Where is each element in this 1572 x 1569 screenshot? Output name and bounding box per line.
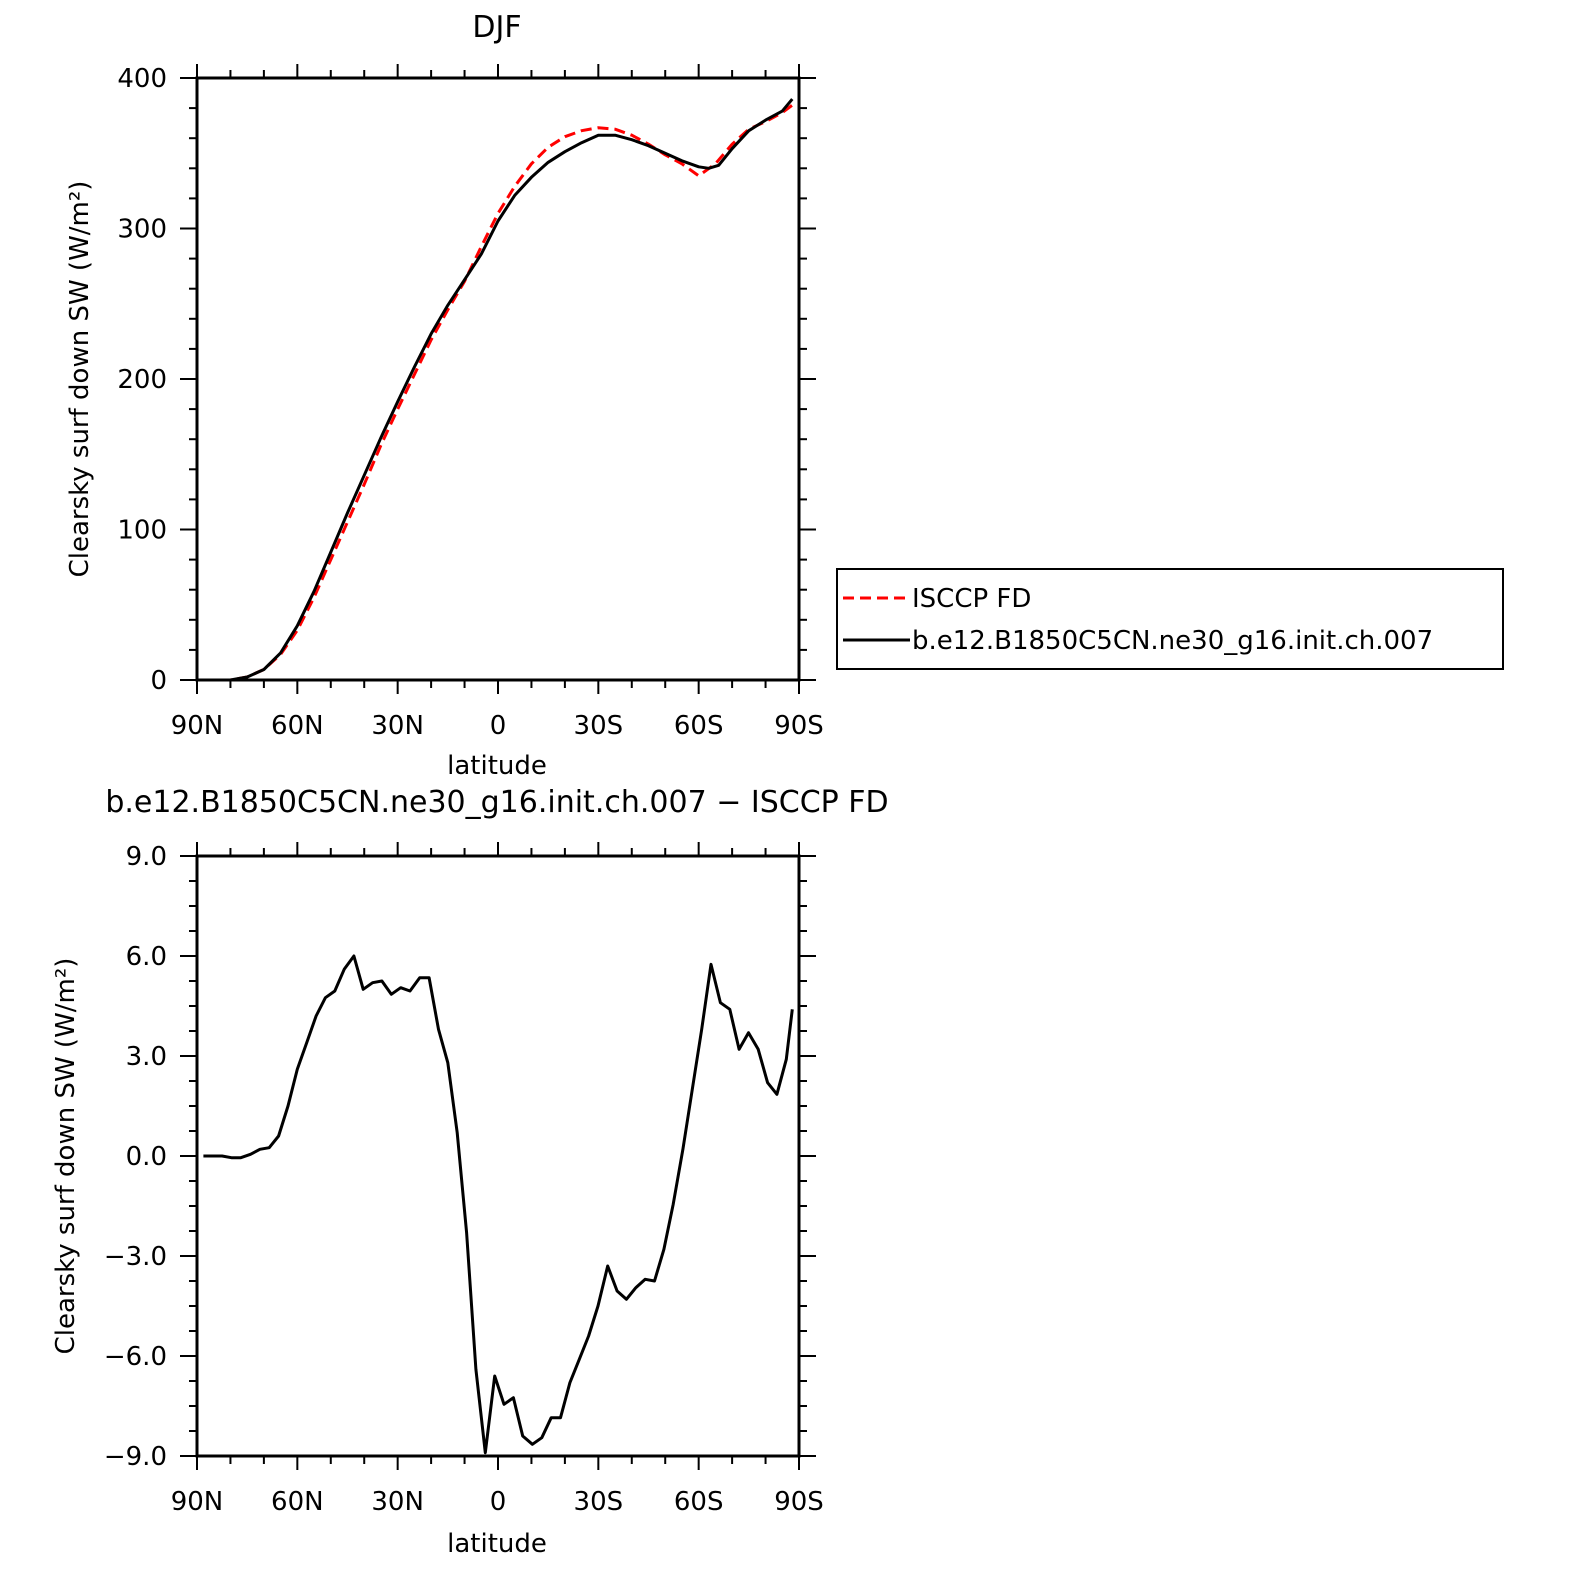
y-tick-label: 400 — [117, 64, 167, 94]
top-plot-frame — [195, 76, 801, 682]
bottom-x-axis-label: latitude — [447, 1529, 547, 1559]
legend-label-isccp: ISCCP FD — [912, 584, 1031, 614]
bottom-y-axis-label: Clearsky surf down SW (W/m²) — [51, 958, 81, 1355]
x-tick-label: 60N — [271, 1487, 324, 1517]
x-tick-label: 0 — [490, 1487, 507, 1517]
top-series — [203, 98, 794, 682]
legend: ISCCP FD b.e12.B1850C5CN.ne30_g16.init.c… — [836, 568, 1504, 670]
top-y-tick-labels: 0 100 200 300 400 — [117, 64, 167, 696]
top-panel: DJF 90N 60N 30N 0 30S 60S 90S 0 100 200 300 400 la… — [65, 10, 824, 781]
isccp-fd-line — [203, 103, 794, 682]
y-tick-label: 300 — [117, 215, 167, 245]
top-chart-title: DJF — [472, 10, 521, 45]
x-tick-label: 30S — [574, 1487, 624, 1517]
y-tick-label: 100 — [117, 516, 167, 546]
x-tick-label: 0 — [490, 711, 507, 741]
top-x-axis-label: latitude — [447, 751, 547, 781]
bottom-series — [203, 954, 794, 1455]
x-tick-label: 60S — [674, 711, 724, 741]
bottom-plot-frame — [195, 854, 801, 1458]
x-tick-label: 90N — [171, 711, 224, 741]
y-tick-label: 3.0 — [126, 1042, 167, 1072]
x-tick-label: 30S — [574, 711, 624, 741]
y-tick-label: −3.0 — [104, 1242, 167, 1272]
x-tick-label: 90N — [171, 1487, 224, 1517]
y-tick-label: 0.0 — [126, 1142, 167, 1172]
y-tick-label: 6.0 — [126, 942, 167, 972]
top-x-tick-labels: 90N 60N 30N 0 30S 60S 90S — [171, 711, 824, 741]
legend-label-model: b.e12.B1850C5CN.ne30_g16.init.ch.007 — [912, 626, 1433, 656]
bottom-panel: b.e12.B1850C5CN.ne30_g16.init.ch.007 − I… — [51, 785, 889, 1559]
y-tick-label: −9.0 — [104, 1442, 167, 1472]
x-tick-label: 60N — [271, 711, 324, 741]
top-y-axis-label: Clearsky surf down SW (W/m²) — [65, 181, 95, 578]
x-tick-label: 30N — [371, 711, 424, 741]
y-tick-label: 9.0 — [126, 842, 167, 872]
x-tick-label: 30N — [371, 1487, 424, 1517]
y-tick-label: −6.0 — [104, 1342, 167, 1372]
bottom-y-tick-labels: −9.0 −6.0 −3.0 0.0 3.0 6.0 9.0 — [104, 842, 167, 1472]
difference-line — [203, 954, 794, 1455]
x-tick-label: 60S — [674, 1487, 724, 1517]
x-tick-label: 90S — [774, 1487, 824, 1517]
x-tick-label: 90S — [774, 711, 824, 741]
bottom-ticks — [180, 842, 816, 1470]
model-line — [203, 98, 794, 682]
y-tick-label: 200 — [117, 365, 167, 395]
y-tick-label: 0 — [150, 666, 167, 696]
bottom-x-tick-labels: 90N 60N 30N 0 30S 60S 90S — [171, 1487, 824, 1517]
bottom-chart-title: b.e12.B1850C5CN.ne30_g16.init.ch.007 − I… — [105, 785, 888, 820]
legend-box — [836, 568, 1504, 670]
